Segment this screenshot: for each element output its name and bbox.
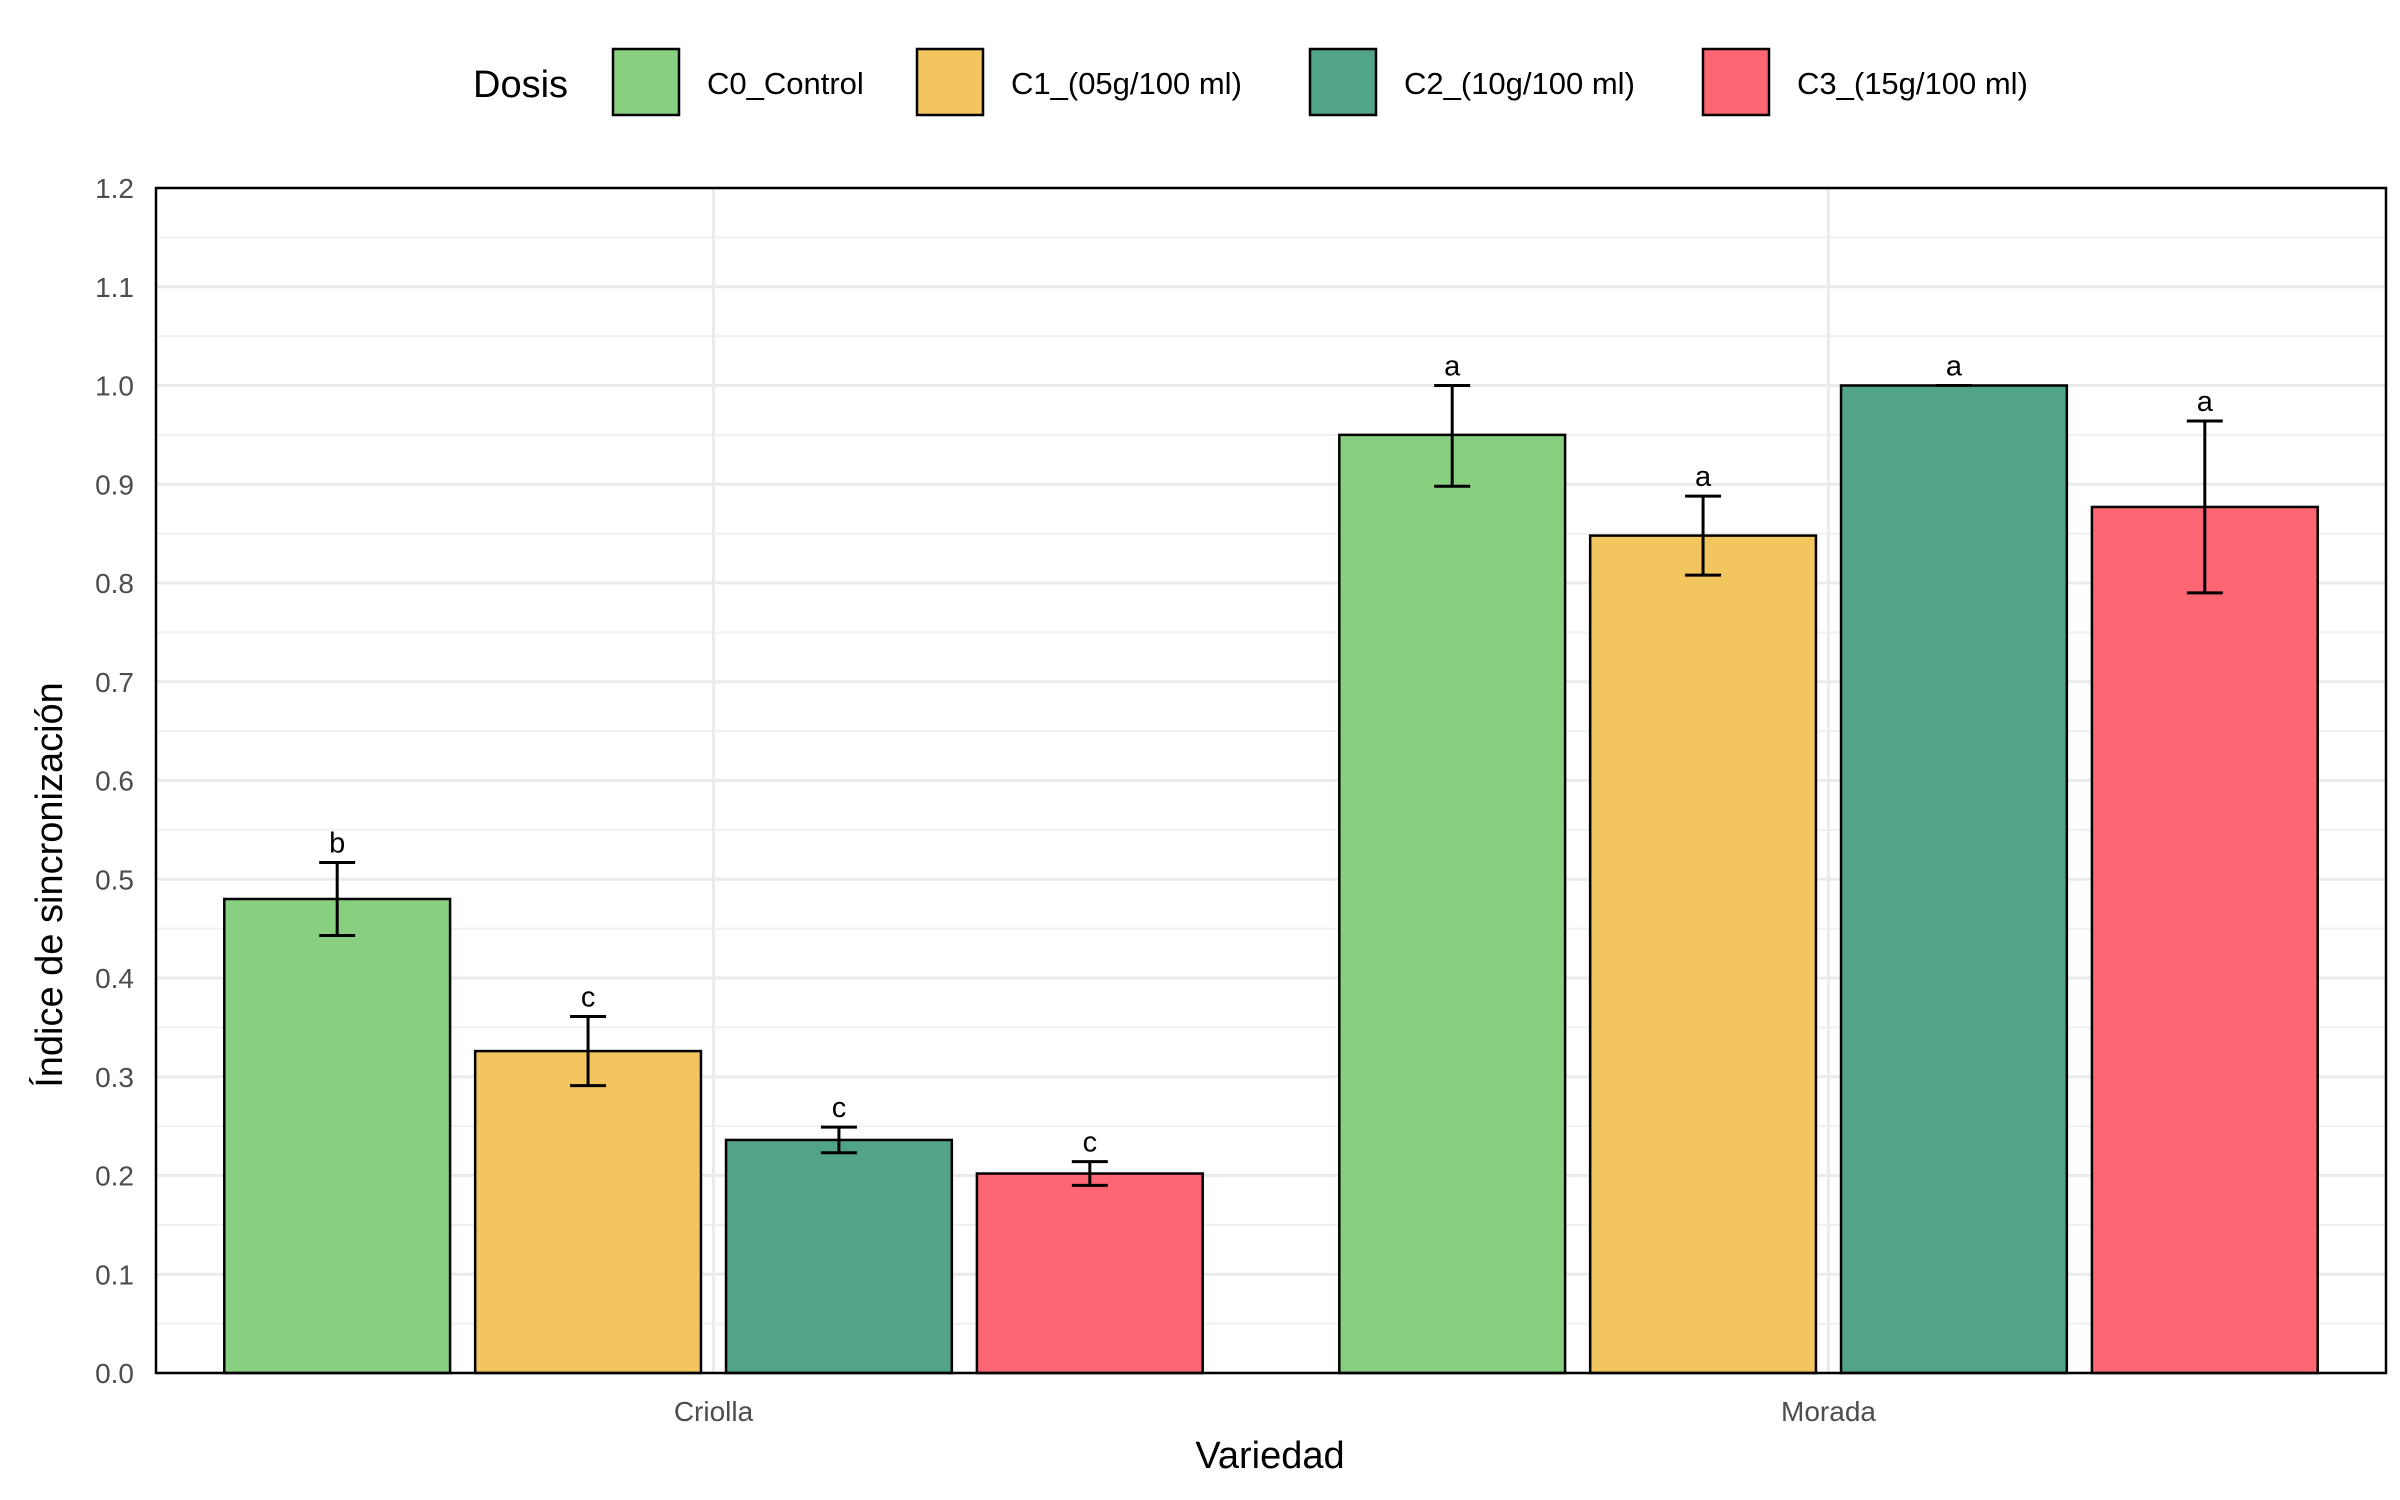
y-tick-label: 0.9 <box>95 469 134 500</box>
y-tick-label: 0.7 <box>95 667 134 698</box>
y-tick-label: 0.0 <box>95 1358 134 1389</box>
y-tick-label: 0.3 <box>95 1062 134 1093</box>
y-tick-label: 1.0 <box>95 371 134 402</box>
legend-label: C3_(15g/100 ml) <box>1797 66 2028 101</box>
legend-key <box>1701 47 1771 117</box>
y-tick-label: 1.2 <box>95 173 134 204</box>
significance-label: a <box>1444 351 1461 383</box>
panel-border <box>154 186 2388 1375</box>
bar <box>1588 534 1818 1375</box>
y-tick-label: 0.8 <box>95 568 134 599</box>
legend-item: C2_(10g/100 ml) <box>1308 47 1635 117</box>
error-bar <box>319 860 356 938</box>
significance-label: a <box>1695 461 1712 493</box>
x-axis-title: Variedad <box>1195 1435 1344 1477</box>
y-tick-label: 0.2 <box>95 1161 134 1192</box>
error-bar <box>1434 384 1471 488</box>
error-bar <box>1071 1160 1108 1187</box>
legend-label: C1_(05g/100 ml) <box>1011 66 1242 101</box>
y-tick-label: 0.1 <box>95 1259 134 1290</box>
error-bar <box>820 1125 857 1155</box>
legend-label: C0_Control <box>707 66 864 101</box>
legend-item: C3_(15g/100 ml) <box>1701 47 2028 117</box>
significance-label: a <box>1946 351 1963 383</box>
error-bar <box>1685 494 1722 577</box>
significance-label: c <box>581 982 596 1014</box>
significance-label: b <box>329 827 345 859</box>
bar <box>975 1172 1204 1375</box>
legend-item: C0_Control <box>611 47 864 117</box>
legend-key <box>1308 47 1378 117</box>
bar <box>223 897 452 1375</box>
bars <box>223 384 2319 1375</box>
legend-label: C2_(10g/100 ml) <box>1404 66 1635 101</box>
error-bar <box>570 1015 607 1088</box>
bar <box>1338 433 1567 1375</box>
legend-item: C1_(05g/100 ml) <box>915 47 1242 117</box>
bar <box>724 1138 954 1375</box>
x-tick-label: Criolla <box>674 1396 754 1427</box>
y-tick-label: 0.5 <box>95 864 134 895</box>
significance-label: c <box>1083 1127 1098 1159</box>
bar <box>1839 384 2069 1375</box>
y-tick-label: 0.6 <box>95 766 134 797</box>
y-axis-title: Índice de sincronización <box>28 682 71 1088</box>
bar <box>2090 505 2319 1375</box>
legend-title: Dosis <box>473 64 568 106</box>
error-bars <box>319 384 2223 1187</box>
legend-key <box>915 47 985 117</box>
significance-label: c <box>832 1092 847 1124</box>
x-tick-label: Morada <box>1781 1396 1876 1427</box>
bar <box>473 1049 703 1375</box>
axes: 0.0 0.1 0.2 0.3 0.4 0.5 0.6 0.7 0.8 0.9 1.0 1.1 1.2 C… <box>95 173 2388 1427</box>
significance-label: a <box>2197 386 2214 418</box>
y-tick-label: 1.1 <box>95 272 134 303</box>
legend: Dosis C0_Control C1_(05g/100 ml) C2_(10g/1… <box>473 47 2028 117</box>
error-bar <box>2186 419 2223 595</box>
y-tick-label: 0.4 <box>95 963 134 994</box>
legend-key <box>611 47 681 117</box>
significance-labels: b c c c a a a a <box>329 351 2214 1159</box>
